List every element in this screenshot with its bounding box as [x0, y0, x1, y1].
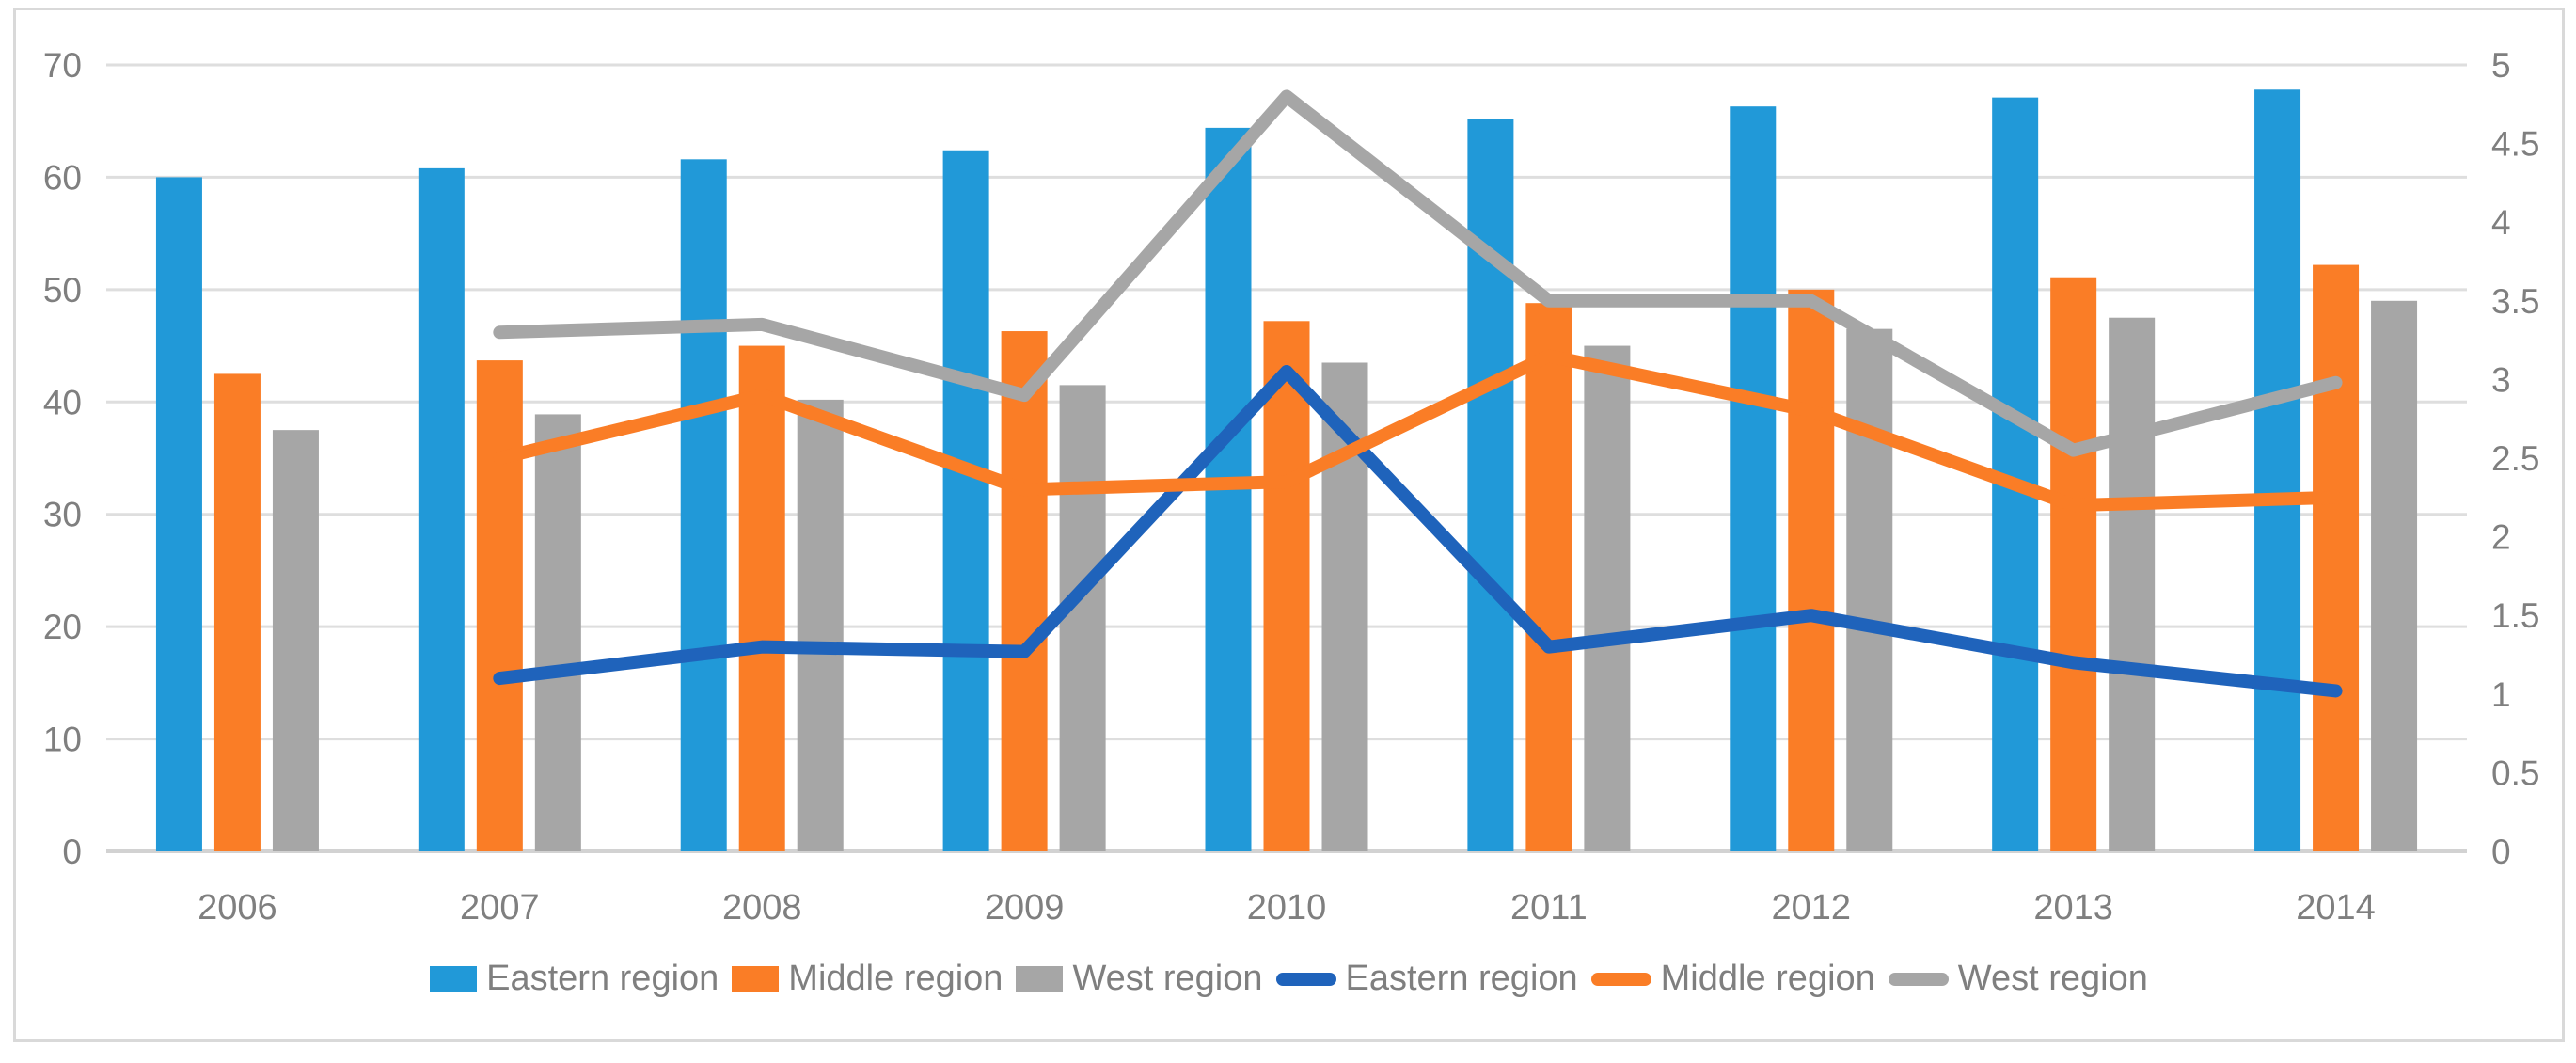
- left-axis-tick-label: 40: [43, 383, 82, 421]
- left-axis-tick-label: 20: [43, 608, 82, 646]
- legend-item-bar-middle-region: Middle region: [732, 959, 1003, 999]
- bar-middle-region: [1263, 321, 1310, 852]
- bar-middle-region: [476, 360, 523, 851]
- legend-item-line-middle-region: Middle region: [1590, 959, 1875, 999]
- legend-item-bar-eastern-region: Eastern region: [430, 959, 719, 999]
- left-axis-tick-label: 0: [62, 833, 82, 871]
- right-axis-tick-label: 1.5: [2491, 596, 2539, 635]
- line-middle-region: [493, 349, 2343, 513]
- legend-bar-swatch: [732, 965, 780, 992]
- legend-label: Eastern region: [1345, 959, 1578, 998]
- bar-eastern-region: [680, 159, 727, 851]
- bar-west-region: [272, 430, 319, 851]
- legend-label: Middle region: [1660, 959, 1875, 998]
- left-axis-tick-label: 70: [43, 46, 82, 85]
- bar-west-region: [534, 414, 581, 851]
- bar-eastern-region: [942, 150, 989, 851]
- left-axis-tick-label: 10: [43, 721, 82, 759]
- right-axis-tick-label: 2: [2491, 518, 2511, 557]
- bar-west-region: [2371, 300, 2418, 851]
- legend-label: Eastern region: [486, 959, 719, 998]
- legend-item-line-west-region: West region: [1888, 959, 2148, 999]
- bar-middle-region: [1788, 289, 1835, 851]
- right-axis-tick-label: 2.5: [2491, 439, 2539, 478]
- legend-line-swatch: [1888, 972, 1949, 986]
- bar-west-region: [1846, 328, 1893, 852]
- legend-bar-swatch: [1016, 965, 1064, 992]
- right-axis-tick-label: 3: [2491, 360, 2511, 399]
- legend-bar-swatch: [430, 965, 478, 992]
- left-axis-tick-label: 30: [43, 496, 82, 534]
- x-axis-category-label: 2006: [198, 888, 277, 928]
- bar-eastern-region: [2254, 89, 2301, 851]
- right-axis-tick-label: 0.5: [2491, 754, 2539, 792]
- x-axis-category-label: 2007: [460, 888, 540, 928]
- line-west-region: [493, 89, 2343, 457]
- bar-middle-region: [1525, 303, 1572, 851]
- bar-middle-region: [213, 373, 261, 851]
- bar-west-region: [2109, 317, 2156, 851]
- bar-middle-region: [738, 345, 785, 852]
- right-axis-tick-label: 5: [2491, 46, 2511, 85]
- bar-eastern-region: [1467, 119, 1514, 852]
- legend-item-line-eastern-region: Eastern region: [1275, 959, 1578, 999]
- chart-legend: Eastern region Middle region West region Ea…: [16, 959, 2562, 999]
- left-axis-tick-label: 50: [43, 271, 82, 309]
- legend-label: Middle region: [788, 959, 1004, 998]
- bar-middle-region: [1001, 331, 1048, 851]
- legend-line-swatch: [1590, 972, 1651, 986]
- legend-item-bar-west-region: West region: [1016, 959, 1263, 999]
- right-axis-tick-label: 4.5: [2491, 125, 2539, 164]
- chart-frame: 0 10 20 30 40 50 60 70 0 0.5 1 1.5 2 2.5 3 3.5 4 4.5 5 2006…: [13, 8, 2565, 1042]
- bar-eastern-region: [155, 177, 202, 851]
- bar-west-region: [797, 399, 844, 851]
- line-eastern-region: [493, 365, 2343, 698]
- right-axis-tick-label: 0: [2491, 833, 2511, 871]
- bar-west-region: [1584, 345, 1631, 852]
- x-axis-category-label: 2008: [722, 888, 802, 928]
- left-axis-tick-label: 60: [43, 158, 82, 197]
- chart-plot-area: 0 10 20 30 40 50 60 70 0 0.5 1 1.5 2 2.5 3 3.5 4 4.5 5 2006…: [43, 46, 2540, 928]
- legend-label: West region: [1072, 959, 1263, 998]
- x-axis-category-label: 2012: [1772, 888, 1852, 928]
- x-axis-category-label: 2011: [1510, 888, 1588, 928]
- bar-eastern-region: [1730, 106, 1777, 851]
- x-axis-category-label: 2009: [985, 888, 1065, 928]
- right-axis-tick-label: 3.5: [2491, 282, 2539, 321]
- legend-line-swatch: [1275, 972, 1336, 986]
- bar-middle-region: [2050, 277, 2097, 852]
- bar-middle-region: [2313, 264, 2360, 851]
- bar-west-region: [1059, 385, 1106, 851]
- bar-eastern-region: [418, 167, 465, 852]
- x-axis-category-label: 2013: [2033, 888, 2113, 928]
- legend-label: West region: [1957, 959, 2148, 998]
- x-axis-category-label: 2010: [1247, 888, 1327, 928]
- right-axis-tick-label: 1: [2491, 675, 2511, 714]
- right-axis-tick-label: 4: [2491, 203, 2511, 242]
- x-axis-category-label: 2014: [2296, 888, 2376, 928]
